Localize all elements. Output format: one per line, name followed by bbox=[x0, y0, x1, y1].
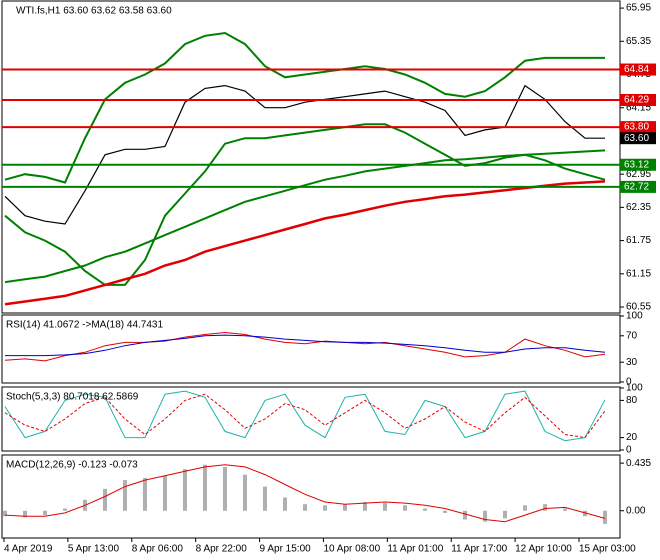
histogram-bar bbox=[383, 503, 387, 511]
histogram-bar bbox=[243, 474, 247, 511]
histogram-bar bbox=[583, 510, 587, 517]
y-tick-label: 60.55 bbox=[626, 302, 651, 313]
last-price-tag bbox=[620, 132, 656, 145]
series-line bbox=[4, 331, 606, 362]
level-tag bbox=[620, 121, 656, 134]
histogram-bar bbox=[163, 475, 167, 511]
x-tick-label: 10 Apr 08:00 bbox=[323, 544, 380, 555]
histogram-bar bbox=[323, 505, 327, 511]
x-tick-label: 8 Apr 06:00 bbox=[132, 544, 184, 555]
histogram-bar bbox=[423, 508, 427, 511]
y-tick-label: 62.95 bbox=[626, 169, 651, 180]
series-line bbox=[4, 149, 606, 284]
y-tick-label: 70 bbox=[626, 330, 638, 341]
level-tag bbox=[620, 63, 656, 76]
histogram-bar bbox=[503, 510, 507, 519]
y-tick-label: 80 bbox=[626, 395, 638, 406]
histogram-bar bbox=[483, 510, 487, 522]
level-tag bbox=[620, 93, 656, 106]
y-tick-label: 65.95 bbox=[626, 3, 651, 14]
x-tick-label: 11 Apr 17:00 bbox=[451, 544, 507, 555]
panel-frame bbox=[1, 454, 621, 539]
histogram-bar bbox=[263, 486, 267, 511]
panel-title: WTI.fs,H1 63.60 63.62 63.58 63.60 bbox=[16, 6, 172, 17]
histogram-bar bbox=[363, 501, 367, 511]
panel-title: MACD(12,26,9) -0.123 -0.073 bbox=[6, 460, 138, 471]
y-tick-label: 62.35 bbox=[626, 202, 651, 213]
histogram-bar bbox=[183, 469, 187, 511]
x-tick-label: 12 Apr 10:00 bbox=[515, 544, 572, 555]
histogram-bar bbox=[283, 497, 287, 511]
histogram-bar bbox=[223, 466, 227, 511]
histogram-bar bbox=[63, 508, 67, 511]
y-tick-label: 100 bbox=[626, 383, 643, 394]
level-label: 62.72 bbox=[624, 182, 649, 193]
histogram-bar bbox=[403, 505, 407, 511]
level-label: 64.84 bbox=[624, 64, 649, 75]
y-tick-label: 61.75 bbox=[626, 235, 651, 246]
y-tick-label: 0.00 bbox=[626, 505, 646, 516]
series-line bbox=[5, 334, 606, 357]
x-tick-label: 4 Apr 2019 bbox=[4, 544, 53, 555]
histogram-bar bbox=[543, 504, 547, 511]
histogram-bar bbox=[23, 510, 27, 518]
panel-frame bbox=[1, 0, 621, 314]
series-line bbox=[4, 180, 606, 306]
histogram-bar bbox=[123, 480, 127, 511]
histogram-bar bbox=[303, 504, 307, 511]
level-label: 63.80 bbox=[624, 122, 649, 133]
histogram-bar bbox=[343, 504, 347, 511]
level-tag bbox=[620, 180, 656, 193]
x-tick-label: 9 Apr 15:00 bbox=[260, 544, 312, 555]
histogram-bar bbox=[203, 464, 207, 511]
histogram-bar bbox=[463, 510, 467, 520]
last-price-label: 63.60 bbox=[624, 133, 649, 144]
level-label: 63.12 bbox=[624, 159, 649, 170]
x-tick-label: 8 Apr 22:00 bbox=[196, 544, 248, 555]
level-label: 64.29 bbox=[624, 95, 649, 106]
histogram-bar bbox=[603, 510, 607, 524]
panel-title: RSI(14) 41.0672 ->MA(18) 44.7431 bbox=[6, 320, 163, 331]
y-tick-label: 61.15 bbox=[626, 268, 651, 279]
y-tick-label: 0 bbox=[626, 377, 632, 388]
series-line bbox=[4, 31, 605, 184]
series-line bbox=[4, 390, 606, 442]
y-tick-label: 20 bbox=[626, 432, 638, 443]
y-tick-label: 65.35 bbox=[626, 36, 651, 47]
histogram-bar bbox=[143, 477, 147, 511]
panel-frame bbox=[1, 314, 621, 384]
x-tick-label: 15 Apr 03:00 bbox=[579, 544, 636, 555]
panel-frame bbox=[1, 386, 621, 452]
histogram-bar bbox=[43, 510, 47, 516]
y-tick-label: 0 bbox=[626, 445, 632, 456]
y-tick-label: 0.435 bbox=[626, 458, 651, 469]
y-tick-label: 64.15 bbox=[626, 102, 651, 113]
histogram-bar bbox=[443, 510, 447, 513]
panel-title: Stoch(5,3,3) 80.7018 62.5869 bbox=[6, 392, 139, 403]
x-tick-label: 11 Apr 01:00 bbox=[387, 544, 443, 555]
level-tag bbox=[620, 158, 656, 171]
y-tick-label: 30 bbox=[626, 357, 638, 368]
series-line bbox=[4, 464, 606, 523]
histogram-bar bbox=[3, 510, 7, 517]
y-tick-label: 100 bbox=[626, 311, 643, 322]
histogram-bar bbox=[103, 488, 107, 511]
histogram-bar bbox=[563, 508, 567, 511]
histogram-bar bbox=[523, 505, 527, 511]
x-tick-label: 5 Apr 13:00 bbox=[68, 544, 120, 555]
